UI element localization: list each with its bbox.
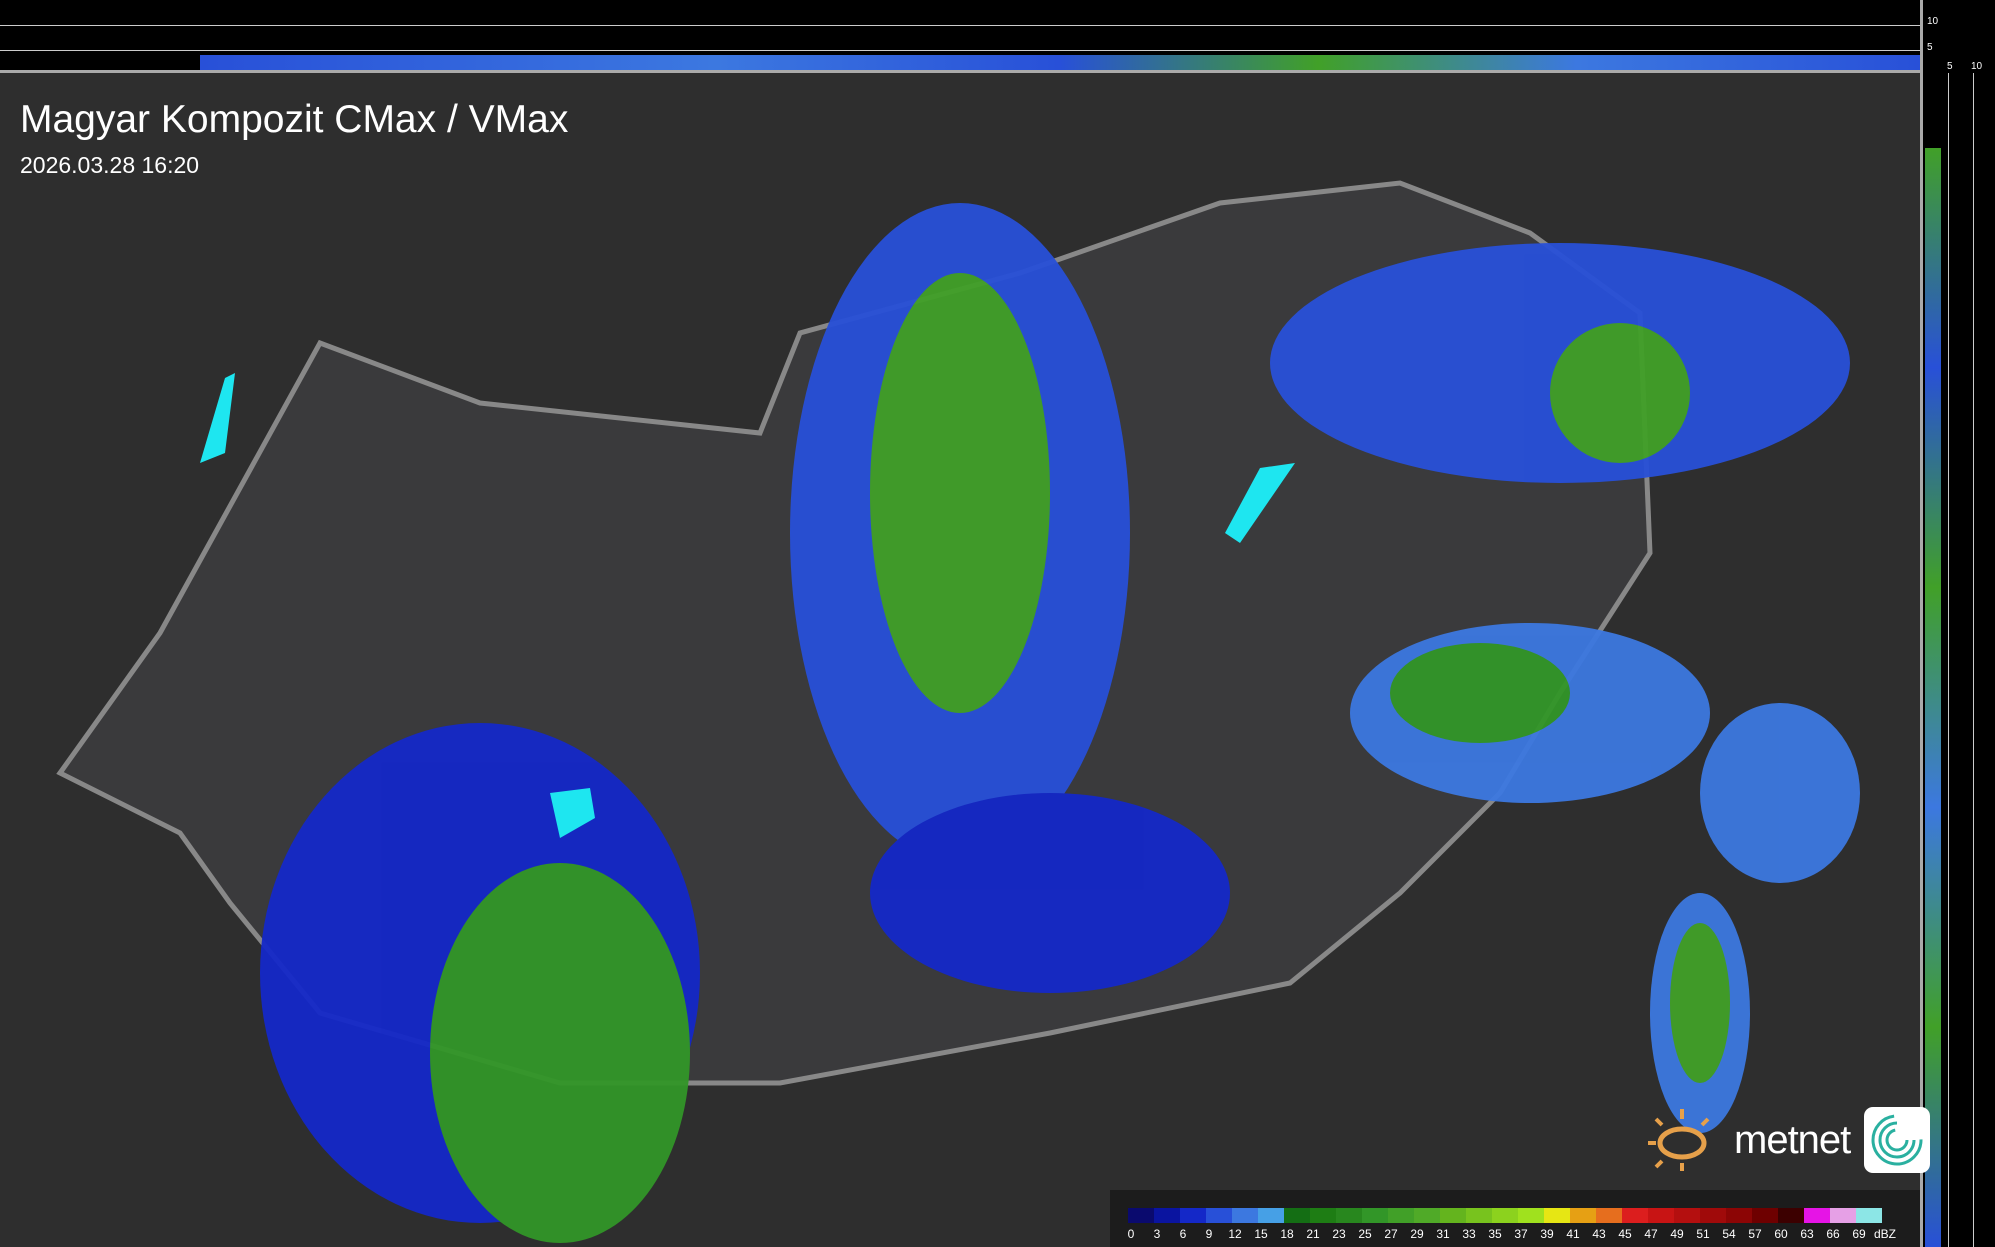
legend-swatch — [1310, 1208, 1336, 1223]
legend-label: 49 — [1670, 1227, 1684, 1241]
legend-label: 0 — [1127, 1227, 1135, 1241]
legend-label: 60 — [1774, 1227, 1788, 1241]
axis-label: 5 — [1947, 61, 1953, 72]
legend-swatch — [1752, 1208, 1778, 1223]
legend-label: 35 — [1488, 1227, 1502, 1241]
legend-swatch — [1362, 1208, 1388, 1223]
echo-blob — [430, 863, 690, 1243]
legend-swatch — [1648, 1208, 1674, 1223]
radar-echoes — [56, 180, 1860, 1243]
radar-map[interactable]: Magyar Kompozit CMax / VMax 2026.03.28 1… — [0, 73, 1920, 1247]
top-profile-echo — [200, 55, 1920, 70]
legend-swatch — [1284, 1208, 1310, 1223]
legend-label: 45 — [1618, 1227, 1632, 1241]
legend-label: 39 — [1540, 1227, 1554, 1241]
map-title: Magyar Kompozit CMax / VMax — [20, 98, 569, 141]
legend-label: 37 — [1514, 1227, 1528, 1241]
legend-label: 3 — [1153, 1227, 1161, 1241]
legend-swatch — [1492, 1208, 1518, 1223]
legend-swatch — [1674, 1208, 1700, 1223]
legend-swatch — [1336, 1208, 1362, 1223]
legend-label: 43 — [1592, 1227, 1606, 1241]
legend-unit: dBZ — [1873, 1227, 1896, 1241]
legend-swatch — [1128, 1208, 1154, 1223]
legend-label: 23 — [1332, 1227, 1346, 1241]
echo-blob — [1670, 923, 1730, 1083]
lake — [200, 373, 235, 463]
axis-line — [1948, 73, 1949, 1247]
legend-swatch — [1622, 1208, 1648, 1223]
legend-swatch — [1830, 1208, 1856, 1223]
axis-line — [1973, 73, 1974, 1247]
sun-icon — [1648, 1109, 1710, 1171]
vertical-profile-right: 10 5 5 10 — [1920, 0, 1995, 1247]
axis-line-5 — [0, 50, 1920, 51]
legend-colorbar — [1128, 1208, 1882, 1223]
right-profile-echo — [1925, 148, 1941, 1247]
axis-line-10 — [0, 25, 1920, 26]
legend-label: 47 — [1644, 1227, 1658, 1241]
swirl-logo-icon — [1864, 1107, 1931, 1173]
legend-label: 27 — [1384, 1227, 1398, 1241]
legend-swatch — [1518, 1208, 1544, 1223]
timestamp: 2026.03.28 16:20 — [20, 152, 200, 178]
axis-label: 5 — [1927, 42, 1933, 53]
echo-blob — [1550, 323, 1690, 463]
legend-label: 25 — [1358, 1227, 1372, 1241]
legend-label: 54 — [1722, 1227, 1736, 1241]
legend-swatch — [1700, 1208, 1726, 1223]
axis-label: 10 — [1927, 16, 1939, 27]
echo-blob — [870, 273, 1050, 713]
axis-label: 10 — [1971, 61, 1983, 72]
metnet-logo: metnet — [1640, 1105, 1931, 1175]
legend-label: 9 — [1205, 1227, 1213, 1241]
color-legend: 0 3 6 9 12 15 18 21 23 25 27 29 31 33 35 37 39 41 43 45 47 49… — [1110, 1190, 1920, 1247]
legend-swatch — [1154, 1208, 1180, 1223]
vertical-profile-top — [0, 0, 1920, 73]
legend-swatch — [1596, 1208, 1622, 1223]
legend-label: 31 — [1436, 1227, 1450, 1241]
legend-label: 12 — [1228, 1227, 1242, 1241]
legend-label: 63 — [1800, 1227, 1814, 1241]
legend-label: 51 — [1696, 1227, 1710, 1241]
legend-swatch — [1544, 1208, 1570, 1223]
legend-labels: 0 3 6 9 12 15 18 21 23 25 27 29 31 33 35 37 39 41 43 45 47 49… — [1118, 1227, 1898, 1241]
echo-blob — [1390, 643, 1570, 743]
legend-label: 41 — [1566, 1227, 1580, 1241]
legend-label: 33 — [1462, 1227, 1476, 1241]
legend-swatch — [1570, 1208, 1596, 1223]
lake-balaton — [550, 788, 595, 838]
legend-swatch — [1804, 1208, 1830, 1223]
legend-label: 29 — [1410, 1227, 1424, 1241]
legend-swatch — [1856, 1208, 1882, 1223]
legend-swatch — [1388, 1208, 1414, 1223]
legend-label: 66 — [1826, 1227, 1840, 1241]
legend-label: 69 — [1852, 1227, 1866, 1241]
legend-label: 18 — [1280, 1227, 1294, 1241]
legend-swatch — [1414, 1208, 1440, 1223]
echo-blob — [1700, 703, 1860, 883]
legend-label: 57 — [1748, 1227, 1762, 1241]
legend-label: 21 — [1306, 1227, 1320, 1241]
legend-swatch — [1440, 1208, 1466, 1223]
legend-swatch — [1258, 1208, 1284, 1223]
legend-swatch — [1726, 1208, 1752, 1223]
echo-blob — [870, 793, 1230, 993]
legend-swatch — [1232, 1208, 1258, 1223]
legend-swatch — [1180, 1208, 1206, 1223]
legend-label: 6 — [1179, 1227, 1187, 1241]
lake — [1225, 463, 1295, 543]
legend-label: 15 — [1254, 1227, 1268, 1241]
legend-swatch — [1466, 1208, 1492, 1223]
legend-swatch — [1778, 1208, 1804, 1223]
logo-text: metnet — [1734, 1117, 1851, 1162]
legend-swatch — [1206, 1208, 1232, 1223]
